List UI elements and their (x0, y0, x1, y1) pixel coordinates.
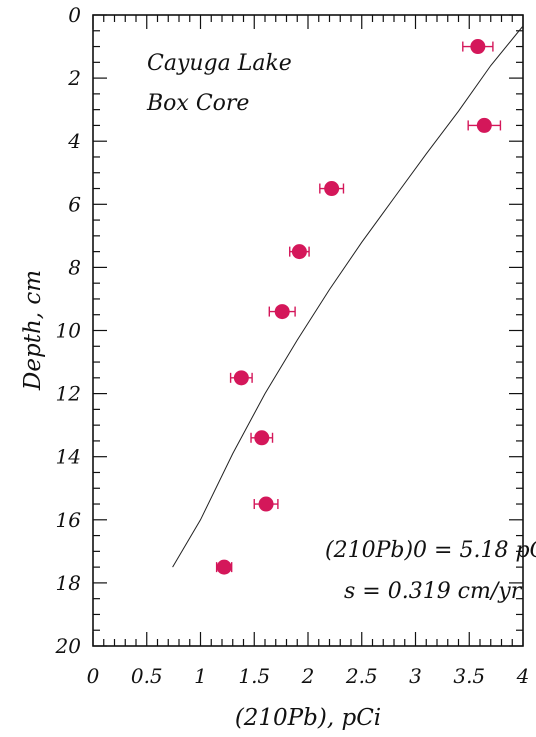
fit-curve (172, 25, 524, 568)
y-tick-label: 2 (67, 66, 81, 90)
x-tick-label: 2.5 (345, 664, 378, 688)
tick-labels: 0 0.5 1 1.5 2 2.5 3 3.5 4 0 2 4 6 8 10 12 14 16 18 20 (55, 3, 530, 688)
data-point (250, 430, 274, 446)
point-marker (291, 244, 307, 260)
point-marker (254, 430, 270, 446)
y-axis-title: Depth, cm (20, 270, 46, 391)
y-tick-label: 18 (56, 571, 81, 595)
data-points (215, 39, 502, 575)
rate-label: s = 0.319 cm/yr (344, 579, 523, 604)
data-point (467, 117, 502, 133)
point-marker (258, 496, 274, 512)
y-tick-label: 0 (68, 3, 81, 27)
y-tick-label: 14 (56, 445, 81, 469)
point-marker (216, 559, 232, 575)
core-title-line-2: Box Core (146, 91, 249, 116)
fit-parameter-label: (210Pb)0 = 5.18 pCi (325, 538, 536, 563)
point-marker (233, 370, 249, 386)
point-marker (470, 39, 486, 55)
x-tick-label: 1 (194, 664, 207, 688)
x-tick-label: 1.5 (238, 664, 270, 688)
x-axis-title: (210Pb), pCi (235, 705, 381, 731)
y-tick-label: 20 (55, 634, 82, 658)
core-title-line-1: Cayuga Lake (147, 51, 292, 76)
y-tick-label: 8 (68, 255, 81, 279)
point-marker (324, 181, 340, 197)
y-tick-label: 6 (68, 192, 81, 216)
data-point (289, 244, 310, 260)
x-tick-label: 3.5 (453, 664, 485, 688)
x-tick-label: 4 (516, 664, 530, 688)
y-tick-label: 16 (56, 508, 82, 532)
data-point (215, 559, 233, 575)
y-tick-label: 4 (67, 129, 81, 153)
data-point (268, 304, 296, 320)
x-tick-label: 0.5 (131, 664, 163, 688)
data-point (229, 370, 253, 386)
point-marker (476, 117, 492, 133)
data-point (462, 39, 494, 55)
point-marker (274, 304, 290, 320)
data-point (253, 496, 279, 512)
y-tick-label: 10 (56, 319, 82, 343)
x-tick-label: 0 (87, 664, 100, 688)
data-point (319, 181, 345, 197)
y-tick-label: 12 (56, 382, 81, 406)
x-tick-label: 3 (409, 664, 422, 688)
axis-ticks (92, 14, 524, 647)
x-tick-label: 2 (301, 664, 315, 688)
